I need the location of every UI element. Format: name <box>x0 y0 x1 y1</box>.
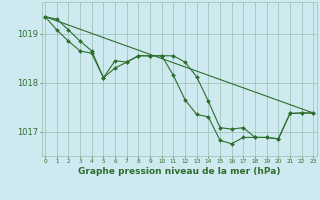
X-axis label: Graphe pression niveau de la mer (hPa): Graphe pression niveau de la mer (hPa) <box>78 167 280 176</box>
